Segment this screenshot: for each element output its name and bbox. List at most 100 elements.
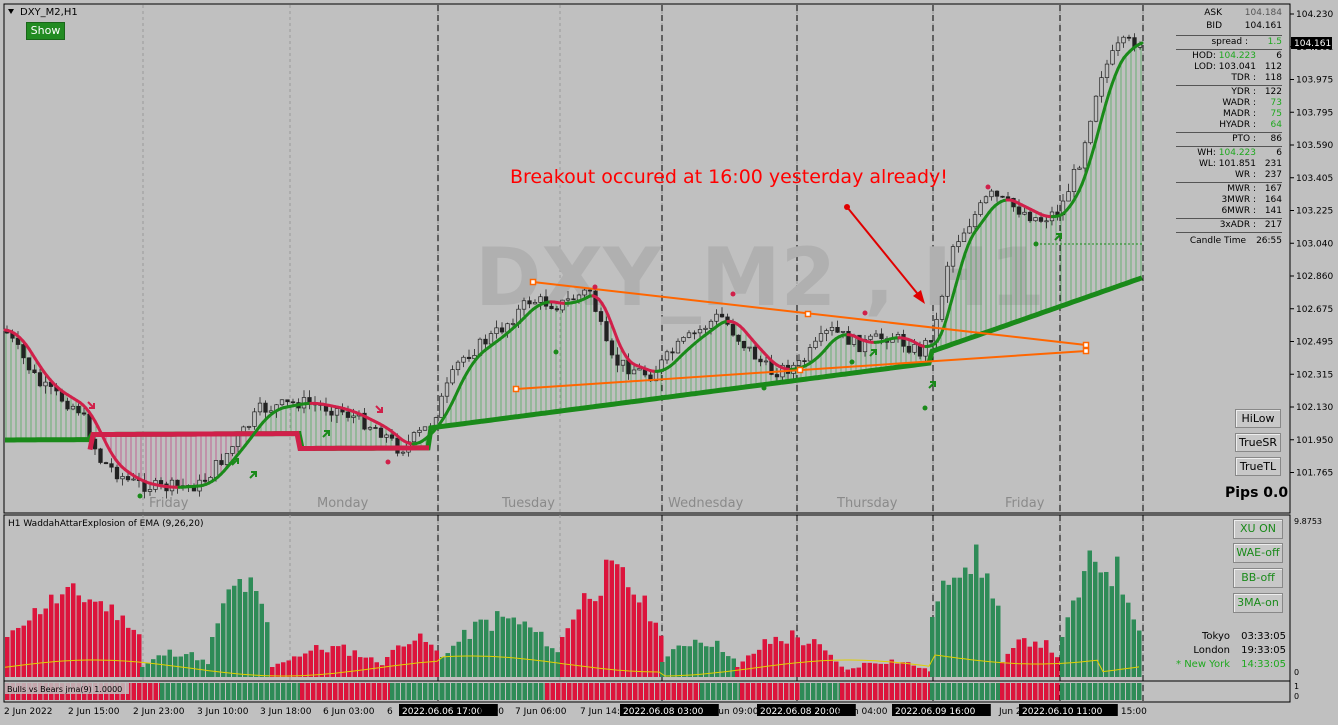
bulls-bears-bar (935, 683, 940, 700)
candle-body (989, 190, 994, 198)
trendlines[interactable] (512, 278, 1090, 393)
wae-bar (900, 662, 905, 677)
bulls-bears-bar (226, 683, 231, 700)
candle-body (21, 344, 26, 359)
show-button[interactable]: Show (26, 22, 65, 40)
wae-bar (935, 601, 940, 677)
candle-body (763, 360, 769, 363)
truesr-button[interactable]: TrueSR (1235, 433, 1281, 452)
wae-bar (319, 649, 324, 677)
wae-bar (751, 653, 756, 677)
bulls-bears-bar (906, 683, 911, 700)
wae-bar (1038, 647, 1043, 677)
bulls-bears-bar (176, 683, 181, 700)
candle-body (1038, 217, 1044, 222)
candle-body (967, 226, 972, 234)
spread-label: spread : (1211, 37, 1248, 47)
wae-bar (303, 653, 308, 677)
wae-explosion-line (4, 654, 1140, 677)
wae-bar (823, 650, 828, 677)
bulls-bears-bar (1126, 683, 1131, 700)
fast-ma-line (954, 272, 961, 287)
bulls-bears-bar (727, 683, 732, 700)
wae-histogram (5, 544, 1142, 677)
bulls-bears-bar (833, 683, 838, 700)
wae-bar (839, 666, 844, 677)
hod-row: HOD: 104.223 6 (1176, 51, 1282, 62)
bulls-bears-bar (851, 683, 856, 700)
candle-body (488, 333, 494, 345)
bulls-bears-bar (148, 683, 153, 700)
candle-body (1104, 63, 1110, 78)
wae-bar (126, 627, 131, 677)
candle-body (796, 360, 802, 366)
wae-bar (704, 646, 709, 677)
wae-bar (506, 618, 511, 677)
bulls-bears-bar (816, 683, 821, 700)
bulls-bears-bar (506, 683, 511, 700)
candle-body (329, 410, 334, 416)
candle-body (758, 358, 763, 363)
indicator-max-label: 9.8753 (1294, 517, 1322, 526)
bulls-bears-bar (1131, 683, 1136, 700)
bulls-bears-bar (349, 683, 354, 700)
hilow-button[interactable]: HiLow (1235, 409, 1281, 428)
bulls-bears-bar (572, 683, 577, 700)
chart-title: DXY_M2,H1 (8, 7, 78, 18)
bb-off-button[interactable]: BB-off (1233, 568, 1283, 588)
candle-body (681, 337, 686, 342)
bulls-bears-bar (231, 683, 236, 700)
candle-body (945, 265, 950, 297)
wae-bar (620, 567, 625, 677)
3xadr-label: 3xADR : (1219, 220, 1256, 230)
candle-body (868, 335, 873, 340)
candle-body (620, 359, 626, 366)
price-tick-label: 103.590 (1296, 141, 1333, 151)
bulls-bears-bar (985, 683, 990, 700)
candle-body (527, 300, 532, 305)
wae-bar (418, 633, 423, 677)
hod-value: 6 (1276, 51, 1282, 61)
candle-body (219, 460, 224, 465)
3ma-on-button[interactable]: 3MA-on (1233, 593, 1283, 613)
bulls-bears-bar (556, 683, 561, 700)
bulls-bears-bar (300, 683, 305, 700)
candle-body (637, 368, 642, 371)
candle-body (411, 432, 417, 443)
wae-bar (867, 662, 872, 677)
wae-bar (731, 658, 736, 677)
session-london: London 19:33:05 (1172, 645, 1286, 659)
wae-bar (380, 665, 385, 677)
3xadr-row: 3xADR : 217 (1176, 220, 1282, 231)
wae-bar (1126, 602, 1131, 677)
candle-body (279, 399, 285, 406)
bulls-bears-bar (1082, 683, 1087, 700)
truetl-button[interactable]: TrueTL (1235, 457, 1281, 476)
candle-body (708, 320, 714, 329)
bulls-bears-bar (473, 683, 478, 700)
wae-bar (226, 589, 231, 677)
bulls-bears-bar (395, 683, 400, 700)
bulls-bears-bar (204, 683, 209, 700)
bulls-bears-bar (522, 683, 527, 700)
bulls-bears-bar (873, 683, 878, 700)
wl-price: 101.851 (1218, 159, 1256, 169)
time-tick-label: 2022.06.08 03:00 (623, 707, 704, 717)
wae-bar (314, 645, 319, 677)
bulls-bears-bar (1065, 683, 1070, 700)
bulls-bears-bar (795, 683, 800, 700)
xu-on-button[interactable]: XU ON (1233, 519, 1283, 539)
breakout-annotation: Breakout occured at 16:00 yesterday alre… (510, 166, 948, 188)
price-tick-label: 103.975 (1296, 76, 1333, 86)
wae-off-button[interactable]: WAE-off (1233, 543, 1283, 563)
wae-bar (297, 656, 302, 677)
fast-ma-line (942, 315, 949, 329)
bulls-bears-bar (583, 683, 588, 700)
bulls-bears-bar (286, 683, 291, 700)
bulls-bears-bar (740, 683, 745, 700)
wae-bar (1082, 571, 1087, 677)
wae-bar (104, 611, 109, 677)
price-tick-label: 103.795 (1296, 108, 1333, 118)
bulls-bears-bar (884, 683, 889, 700)
